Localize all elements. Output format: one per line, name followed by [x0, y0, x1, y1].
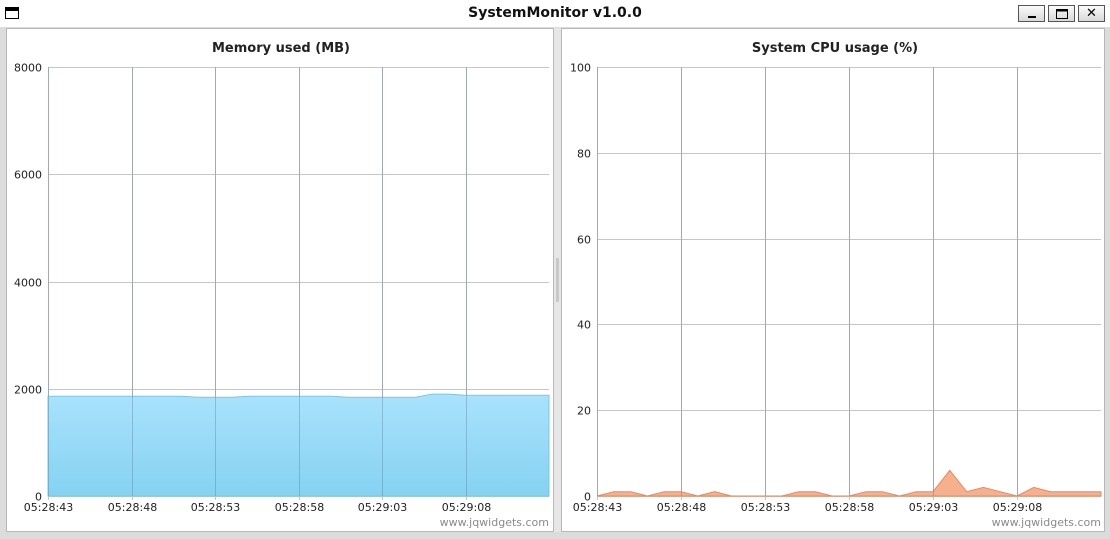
x-tick-label: 05:28:53: [741, 501, 790, 514]
y-tick-label: 2000: [14, 384, 42, 397]
watermark[interactable]: www.jqwidgets.com: [992, 516, 1101, 529]
x-tick-label: 05:29:03: [358, 501, 407, 514]
x-tick-label: 05:28:53: [191, 501, 240, 514]
x-tick-label: 05:28:43: [573, 501, 622, 514]
close-button[interactable]: ✕: [1078, 5, 1105, 22]
x-tick-label: 05:28:58: [825, 501, 874, 514]
x-tick-label: 05:29:03: [909, 501, 958, 514]
y-tick-label: 0: [584, 491, 591, 504]
memory-area-series[interactable]: [47, 393, 550, 497]
cpu-chart-title: System CPU usage (%): [752, 41, 918, 56]
y-tick-label: 6000: [14, 169, 42, 182]
title-bar[interactable]: SystemMonitor v1.0.0 ✕: [0, 0, 1110, 27]
y-tick-label: 20: [577, 405, 591, 418]
maximize-icon: [1055, 8, 1068, 19]
x-tick-label: 05:29:08: [442, 501, 491, 514]
memory-chart-title: Memory used (MB): [212, 41, 350, 56]
minimize-icon: [1027, 15, 1036, 18]
window-title: SystemMonitor v1.0.0: [468, 5, 642, 21]
x-tick-label: 05:28:43: [24, 501, 73, 514]
memory-chart: Memory used (MB) 0 2000 4000 6000 8000 05:28…: [14, 41, 550, 529]
y-tick-label: 4000: [14, 277, 42, 290]
cpu-chart-panel: System CPU usage (%) 0 20 40 60 80 100 05:28:…: [561, 28, 1105, 532]
y-tick-label: 80: [577, 148, 591, 161]
y-tick-label: 100: [570, 62, 591, 75]
splitter-grip[interactable]: [556, 258, 559, 302]
x-tick-label: 05:28:58: [275, 501, 324, 514]
x-tick-label: 05:28:48: [657, 501, 706, 514]
cpu-area-series[interactable]: [596, 469, 1102, 497]
cpu-chart: System CPU usage (%) 0 20 40 60 80 100 05:28:…: [570, 41, 1102, 529]
y-tick-label: 0: [35, 491, 42, 504]
y-tick-label: 40: [577, 319, 591, 332]
minimize-button[interactable]: [1018, 5, 1045, 22]
y-tick-label: 8000: [14, 62, 42, 75]
x-tick-label: 05:29:08: [993, 501, 1042, 514]
y-tick-label: 60: [577, 234, 591, 247]
memory-chart-panel: Memory used (MB) 0 2000 4000 6000 8000 05:28…: [6, 28, 554, 532]
close-icon: ✕: [1086, 6, 1097, 21]
maximize-button[interactable]: [1048, 5, 1075, 22]
window-icon[interactable]: [5, 7, 19, 19]
watermark[interactable]: www.jqwidgets.com: [440, 516, 549, 529]
x-tick-label: 05:28:48: [108, 501, 157, 514]
